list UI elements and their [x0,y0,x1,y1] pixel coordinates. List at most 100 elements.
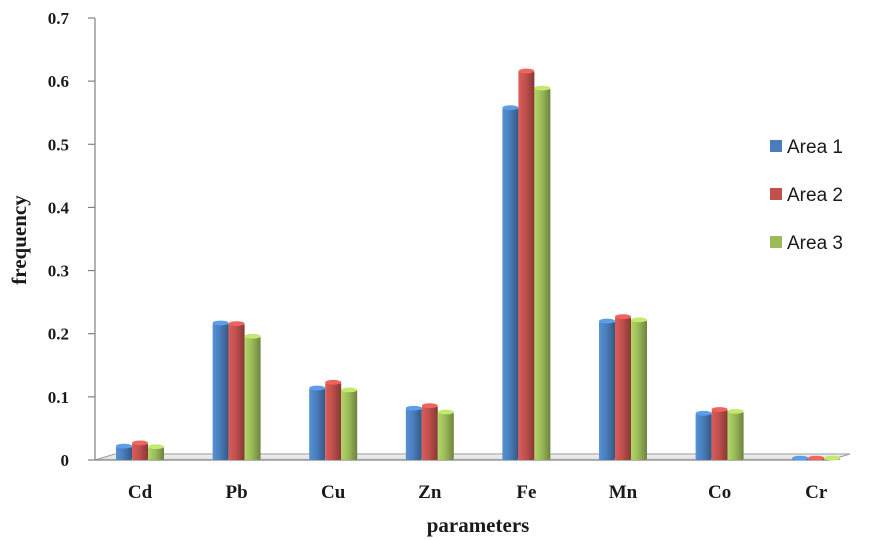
bar-top [792,455,809,461]
y-tick-label: 0.6 [48,72,69,91]
bar-top [808,455,825,461]
bar-body [244,336,261,460]
bar-top [421,403,438,409]
bar-body [325,382,342,460]
bar-top [309,385,326,391]
bar [212,320,229,460]
x-category-label: Co [708,482,731,503]
x-axis-title: parameters [427,513,530,537]
y-tick-label: 0.7 [48,9,70,28]
legend: Area 1 Area 2 Area 3 [770,137,843,254]
bar-body [228,323,245,460]
bar-top [244,333,261,339]
bar [502,105,519,461]
legend-swatch [770,236,782,248]
bar-top [615,314,631,320]
bar [244,333,261,460]
bar-body [502,107,519,461]
plot-area [94,18,851,461]
y-tick-label: 0.5 [48,135,69,154]
y-tick-label: 0.4 [48,198,70,217]
bar-body [711,409,728,460]
bar [309,385,326,460]
x-category-label: Fe [516,482,536,503]
bar [792,455,809,461]
bar [421,403,438,460]
x-category-label: Cd [128,482,153,503]
bar-top [824,455,841,461]
bar-body [212,322,229,460]
bar-body [599,321,615,460]
bar-top [631,317,647,323]
bar-top [599,318,615,324]
x-axis-categories: Cd Pb Cu Zn Fe Mn Co Cr [128,482,828,503]
bar-top [228,321,245,327]
legend-item: Area 1 [770,137,843,158]
x-category-label: Mn [609,482,638,503]
bar [615,314,631,460]
bars [116,68,841,461]
bar-top [212,320,229,326]
bar [824,455,841,461]
bar-body [437,412,454,460]
bar-top [341,387,358,393]
bar [631,317,647,460]
legend-label: Area 2 [787,185,843,206]
bar-top [711,407,728,412]
y-axis-ticks: 0 0.1 0.2 0.3 0.4 0.5 0.6 0.7 [48,9,95,470]
bar [599,318,615,460]
bar-top [502,105,519,111]
x-category-label: Pb [226,482,248,503]
bar-body [309,388,326,460]
bar-body [615,316,631,460]
x-category-label: Cr [805,482,828,503]
bar-top [405,405,422,411]
bar-body [405,408,422,460]
legend-swatch [770,188,782,200]
bar [727,408,744,460]
bar-top [695,410,712,416]
bar [695,410,712,460]
bar [808,455,825,461]
bar-top [148,444,164,450]
x-category-label: Zn [418,482,442,503]
bar-body [631,319,647,460]
bar [405,405,422,460]
bar-top [116,443,132,449]
bar-body [695,413,712,460]
y-tick-label: 0.1 [48,388,69,407]
bar-body [148,446,164,460]
bar [437,409,454,460]
bar-body [116,446,132,460]
bar-top [727,408,744,414]
y-tick-label: 0 [61,451,70,470]
bar [148,444,164,460]
bar-body [534,88,551,461]
bar-body [421,405,438,460]
bar [711,407,728,460]
bar-body [341,389,358,460]
y-tick-label: 0.2 [48,325,69,344]
legend-label: Area 3 [787,233,843,254]
bar-top [437,409,454,415]
x-category-label: Cu [321,482,346,503]
bar [325,379,342,460]
bar [341,387,358,460]
bar-top [325,379,342,385]
bar-body [132,442,148,460]
bar-body [727,411,744,460]
legend-swatch [770,140,782,152]
bar [116,443,132,460]
bar-top [518,68,535,74]
bar-body [518,71,535,460]
bar-top [132,440,148,446]
bar [518,68,535,460]
bar [228,321,245,460]
bar [132,440,148,460]
legend-item: Area 2 [770,185,843,206]
bar [534,85,551,461]
y-axis-title: frequency [7,195,31,285]
bar-top [534,85,551,91]
legend-item: Area 3 [770,233,843,254]
